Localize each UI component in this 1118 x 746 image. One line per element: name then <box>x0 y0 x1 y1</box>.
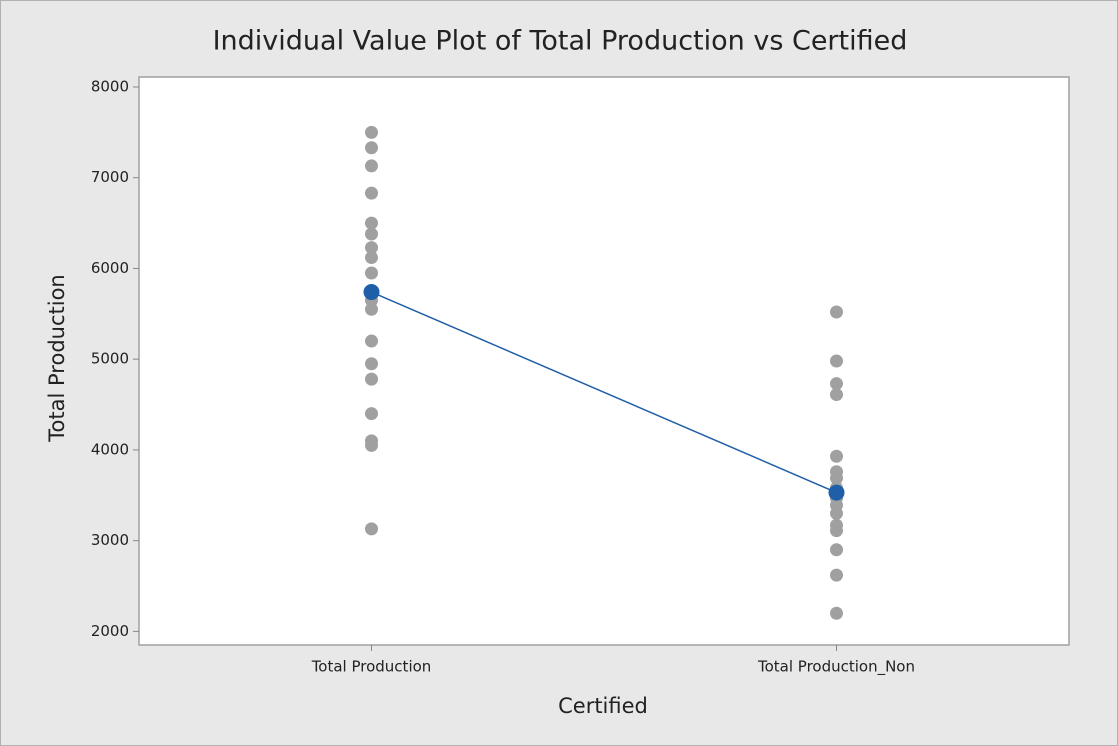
plot-area <box>138 76 1070 646</box>
data-point <box>830 377 843 391</box>
data-point <box>365 438 378 452</box>
data-point <box>365 141 378 155</box>
data-point <box>365 227 378 241</box>
data-point <box>830 388 843 402</box>
data-point <box>830 524 843 538</box>
data-point <box>830 449 843 463</box>
data-point <box>830 506 843 520</box>
data-point <box>365 357 378 371</box>
data-point <box>365 159 378 173</box>
y-axis-label: Total Production <box>45 274 69 442</box>
data-point <box>830 543 843 557</box>
chart-title: Individual Value Plot of Total Productio… <box>213 26 908 57</box>
data-point <box>365 216 378 230</box>
y-tick-label: 8000 <box>91 77 129 95</box>
x-tick-label: Total Production_Non <box>757 658 915 677</box>
data-point <box>365 407 378 421</box>
data-point <box>365 251 378 265</box>
data-point <box>365 186 378 200</box>
mean-line <box>371 291 837 494</box>
data-point <box>365 334 378 348</box>
data-point <box>365 125 378 139</box>
data-point <box>365 241 378 255</box>
data-point <box>365 522 378 536</box>
x-axis-label: Certified <box>558 694 648 718</box>
y-tick-label: 3000 <box>91 531 129 549</box>
y-tick-label: 2000 <box>91 622 129 640</box>
data-point <box>830 606 843 620</box>
data-point <box>830 568 843 582</box>
data-point <box>830 305 843 319</box>
y-tick-label: 4000 <box>91 440 129 458</box>
data-point <box>365 266 378 280</box>
y-tick-label: 6000 <box>91 259 129 277</box>
x-tick-label: Total Production <box>311 658 432 676</box>
data-point <box>365 372 378 386</box>
data-point <box>830 471 843 485</box>
mean-point <box>363 284 380 301</box>
y-tick-label: 7000 <box>91 168 129 186</box>
data-point <box>365 302 378 316</box>
data-point <box>830 354 843 368</box>
mean-point <box>828 484 845 501</box>
y-tick-label: 5000 <box>91 350 129 368</box>
